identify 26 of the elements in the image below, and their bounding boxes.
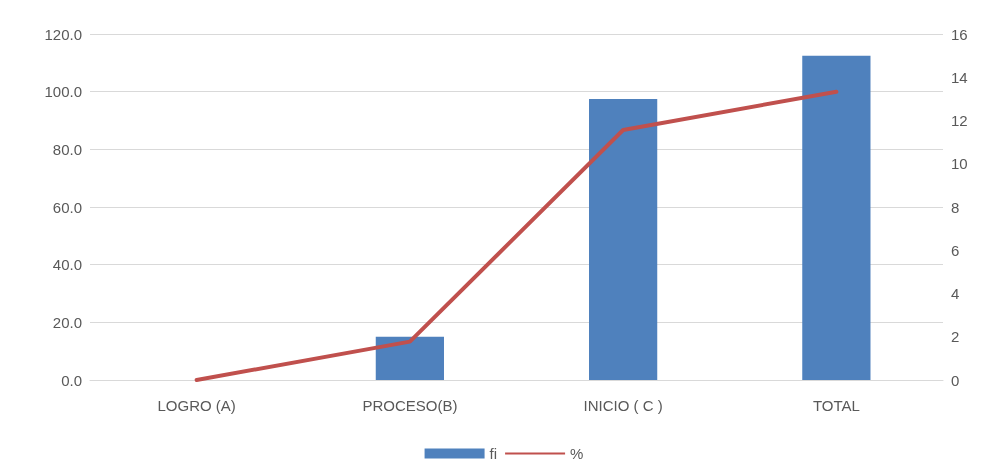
y-tick-label: 100.0 (44, 83, 82, 101)
y-tick-label: 40.0 (52, 256, 82, 274)
y2-tick-label: 8 (951, 198, 960, 216)
x-tick-label: LOGRO (A) (157, 397, 236, 414)
y2-tick-label: 0 (951, 371, 960, 389)
y-tick-label: 120.0 (44, 25, 82, 43)
x-tick-label: PROCESO(B) (362, 397, 458, 414)
x-tick-label: TOTAL (812, 397, 860, 414)
y-tick-label: 60.0 (52, 198, 82, 216)
line-series (194, 89, 839, 382)
y-tick-label: 0.0 (61, 371, 82, 389)
y2-tick-label: 2 (951, 328, 960, 346)
x-tick-label: INICIO ( C ) (583, 397, 663, 414)
legend-label: % (570, 445, 584, 462)
legend-label: fi (489, 445, 498, 462)
bar (375, 336, 444, 380)
y2-tick-label: 16 (951, 25, 968, 43)
y-tick-label: 20.0 (52, 313, 82, 331)
y2-tick-label: 6 (951, 241, 960, 259)
bar (802, 55, 871, 380)
bar (589, 98, 658, 380)
y2-tick-label: 10 (951, 155, 968, 173)
y2-tick-label: 14 (951, 68, 968, 86)
y-tick-label: 80.0 (52, 140, 82, 158)
y2-tick-label: 12 (951, 112, 968, 129)
y2-tick-label: 4 (951, 285, 960, 302)
